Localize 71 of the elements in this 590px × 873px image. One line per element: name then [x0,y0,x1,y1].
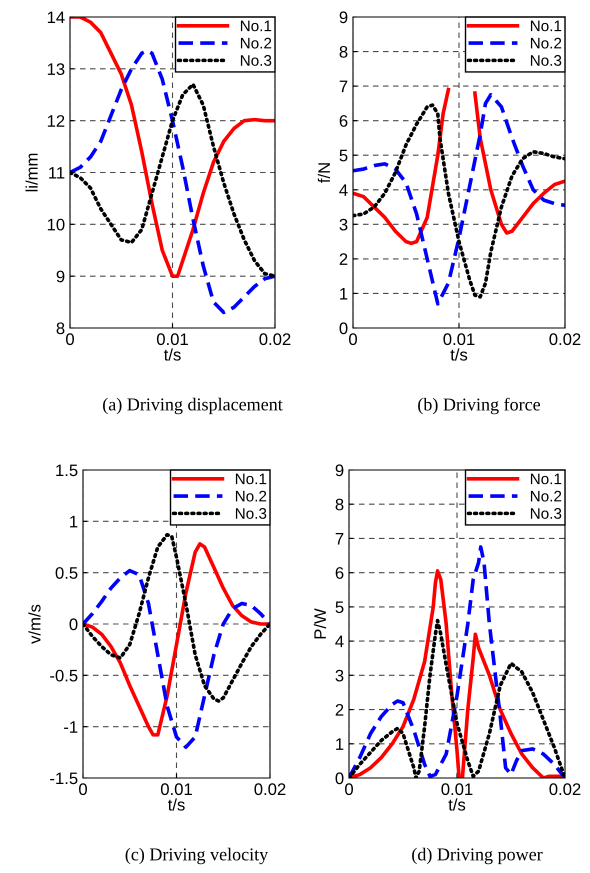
line-series [83,568,270,750]
y-axis-title: li/mm [26,154,38,192]
line-series [70,48,275,314]
legend-label: No.2 [530,490,562,502]
y-tick-label: 9 [56,270,64,282]
y-axis-title: f/N [318,163,330,183]
legend-label: No.2 [240,38,272,49]
text: (a) Driving displacement [103,398,283,414]
y-tick-label: 8 [340,46,348,58]
legend-label: No.1 [236,474,266,484]
y-tick-label: 4 [339,184,348,196]
text: (b) Driving force [418,398,540,414]
y-tick-label: 14 [48,12,65,24]
y-tick-label: 1.5 [56,464,78,476]
legend-label: No.3 [530,55,562,66]
x-tick-label: 0 [349,333,357,346]
legend-label: No.3 [240,55,272,66]
x-tick-label: 0.02 [549,783,580,796]
y-tick-label: 10 [48,218,64,231]
y-tick-label: 1 [340,288,348,300]
x-tick-label: 0.01 [441,783,472,796]
legend-label: No.1 [530,20,562,32]
y-axis-title: P/W [314,608,326,638]
y-tick-label: 2 [340,253,348,265]
x-tick-label: 0.02 [259,333,290,346]
y-tick-label: 11 [49,167,64,179]
y-axis-title: v/m/s [28,604,41,644]
y-tick-label: 6 [336,567,344,579]
y-tick-label: 5 [340,150,348,162]
x-axis-title: t/s [164,348,181,361]
x-axis-title: t/s [450,348,468,361]
y-tick-label: 13 [48,63,64,76]
y-tick-label: 5 [336,601,344,614]
y-tick-label: 0 [340,322,348,334]
y-tick-label: 0.5 [56,567,78,579]
y-tick-label: 9 [336,464,344,476]
line-series [83,542,270,737]
x-tick-label: 0.01 [443,333,474,346]
legend-label: No.2 [236,490,266,502]
text: (d) Driving power [412,848,543,864]
x-tick-label: 0.02 [549,333,580,346]
legend-label: No.1 [530,474,562,484]
y-tick-label: 3 [336,670,344,682]
x-tick-label: 0.01 [156,333,188,346]
y-tick-label: 6 [340,115,348,127]
x-axis-title: t/s [448,798,466,811]
y-tick-label: 4 [335,636,344,648]
legend-label: No.2 [530,38,562,49]
y-tick-label: 0 [70,618,78,630]
y-tick-label: 7 [336,533,344,544]
y-tick-label: 0 [336,772,344,784]
y-tick-label: -0.5 [50,670,78,682]
y-tick-label: 7 [340,80,348,92]
x-tick-label: 0.01 [160,783,192,796]
y-tick-label: 9 [340,11,348,24]
x-tick-label: 0 [79,783,87,796]
y-tick-label: 2 [336,704,344,716]
y-tick-label: 8 [336,498,344,510]
y-tick-label: 12 [48,115,64,127]
y-tick-label: 1 [336,738,344,750]
y-tick-label: 8 [56,322,64,334]
y-tick-label: -1.5 [50,772,78,784]
legend-label: No.3 [236,508,266,519]
text: (c) Driving velocity [126,848,268,864]
y-tick-label: 3 [340,218,348,231]
y-tick-label: -1 [64,721,78,733]
x-axis-title: t/s [168,798,185,811]
x-tick-label: 0.02 [254,783,286,796]
legend-label: No.1 [240,20,272,32]
y-tick-label: 1 [70,516,78,528]
legend-label: No.3 [530,508,562,519]
